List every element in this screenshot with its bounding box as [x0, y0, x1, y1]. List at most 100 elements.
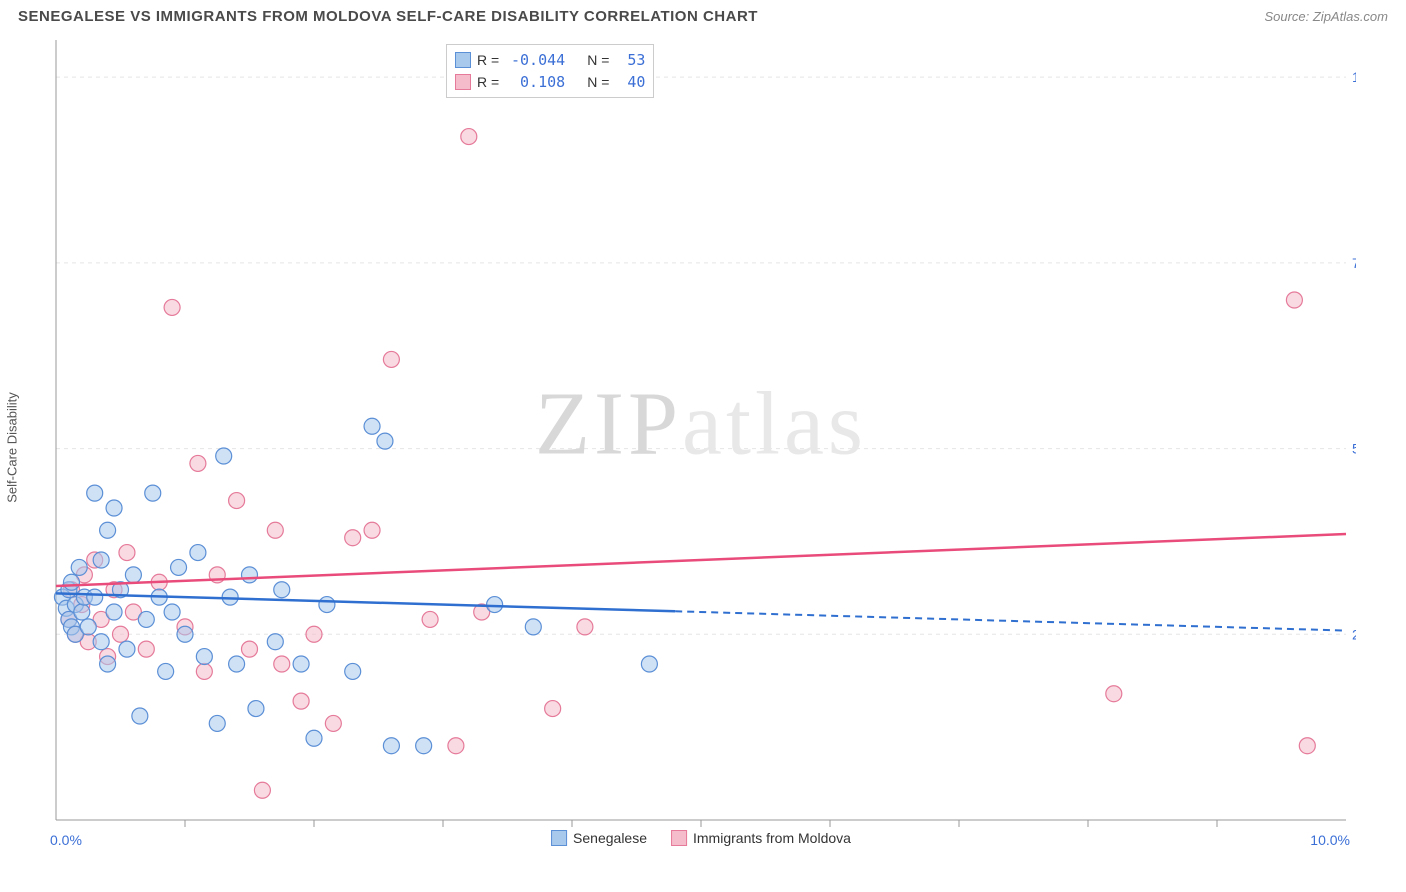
data-point [545, 701, 561, 717]
data-point [377, 433, 393, 449]
data-point [132, 708, 148, 724]
data-point [125, 567, 141, 583]
data-point [293, 693, 309, 709]
data-point [383, 351, 399, 367]
data-point [71, 559, 87, 575]
data-point [93, 634, 109, 650]
data-point [100, 522, 116, 538]
data-point [306, 626, 322, 642]
data-point [242, 567, 258, 583]
source-name: ZipAtlas.com [1313, 9, 1388, 24]
data-point [641, 656, 657, 672]
data-point [274, 582, 290, 598]
data-point [383, 738, 399, 754]
r-label: R = [477, 71, 499, 93]
data-point [274, 656, 290, 672]
data-point [145, 485, 161, 501]
source-prefix: Source: [1264, 9, 1312, 24]
data-point [364, 522, 380, 538]
data-point [1286, 292, 1302, 308]
y-tick-label: 5.0% [1352, 441, 1356, 457]
data-point [87, 485, 103, 501]
data-point [93, 552, 109, 568]
stats-row-moldova: R = 0.108 N = 40 [455, 71, 645, 93]
data-point [306, 730, 322, 746]
data-point [158, 663, 174, 679]
data-point [422, 611, 438, 627]
stats-row-senegalese: R = -0.044 N = 53 [455, 49, 645, 71]
data-point [74, 604, 90, 620]
data-point [177, 626, 193, 642]
data-point [171, 559, 187, 575]
scatter-chart: 2.5% 5.0% 7.5% 10.0% [46, 40, 1356, 840]
n-value-senegalese: 53 [615, 49, 645, 71]
y-axis-label: Self-Care Disability [5, 392, 20, 503]
r-value-senegalese: -0.044 [505, 49, 565, 71]
r-value-moldova: 0.108 [505, 71, 565, 93]
data-point [525, 619, 541, 635]
swatch-moldova [455, 74, 471, 90]
data-point [164, 299, 180, 315]
data-point [345, 663, 361, 679]
data-point [100, 656, 116, 672]
data-point [106, 500, 122, 516]
data-point [190, 545, 206, 561]
y-tick-label: 7.5% [1352, 255, 1356, 271]
data-point [63, 574, 79, 590]
data-point [1106, 686, 1122, 702]
data-point [1299, 738, 1315, 754]
data-point [138, 611, 154, 627]
data-point [242, 641, 258, 657]
data-point [229, 493, 245, 509]
data-point [319, 597, 335, 613]
legend-item-moldova: Immigrants from Moldova [671, 830, 851, 846]
data-point [216, 448, 232, 464]
stats-legend-box: R = -0.044 N = 53 R = 0.108 N = 40 [446, 44, 654, 98]
data-point [209, 715, 225, 731]
data-point [577, 619, 593, 635]
x-axis-min-label: 0.0% [50, 832, 82, 848]
data-point [364, 418, 380, 434]
data-point [196, 649, 212, 665]
swatch-senegalese [455, 52, 471, 68]
data-point [461, 129, 477, 145]
y-tick-label: 10.0% [1352, 69, 1356, 85]
chart-title: SENEGALESE VS IMMIGRANTS FROM MOLDOVA SE… [18, 8, 758, 25]
data-point [119, 545, 135, 561]
n-label: N = [587, 71, 609, 93]
chart-container: 2.5%5.0%7.5%10.0% ZIPatlas R = -0.044 N … [46, 40, 1356, 840]
data-point [80, 619, 96, 635]
data-point [325, 715, 341, 731]
data-point [113, 626, 129, 642]
trend-line-dashed [675, 611, 1346, 630]
r-label: R = [477, 49, 499, 71]
y-tick-label: 2.5% [1352, 626, 1356, 642]
source-attribution: Source: ZipAtlas.com [1264, 9, 1388, 24]
data-point [267, 634, 283, 650]
data-point [106, 604, 122, 620]
data-point [267, 522, 283, 538]
x-axis-max-label: 10.0% [1310, 832, 1350, 848]
legend-item-senegalese: Senegalese [551, 830, 647, 846]
data-point [196, 663, 212, 679]
trend-line [56, 534, 1346, 586]
data-point [345, 530, 361, 546]
n-label: N = [587, 49, 609, 71]
data-point [293, 656, 309, 672]
bottom-legend: Senegalese Immigrants from Moldova [551, 830, 851, 846]
data-point [254, 782, 270, 798]
legend-label-moldova: Immigrants from Moldova [693, 830, 851, 846]
data-point [138, 641, 154, 657]
data-point [164, 604, 180, 620]
n-value-moldova: 40 [615, 71, 645, 93]
data-point [248, 701, 264, 717]
data-point [416, 738, 432, 754]
swatch-senegalese [551, 830, 567, 846]
legend-label-senegalese: Senegalese [573, 830, 647, 846]
data-point [448, 738, 464, 754]
trend-line [56, 593, 675, 611]
data-point [87, 589, 103, 605]
data-point [487, 597, 503, 613]
data-point [190, 455, 206, 471]
swatch-moldova [671, 830, 687, 846]
